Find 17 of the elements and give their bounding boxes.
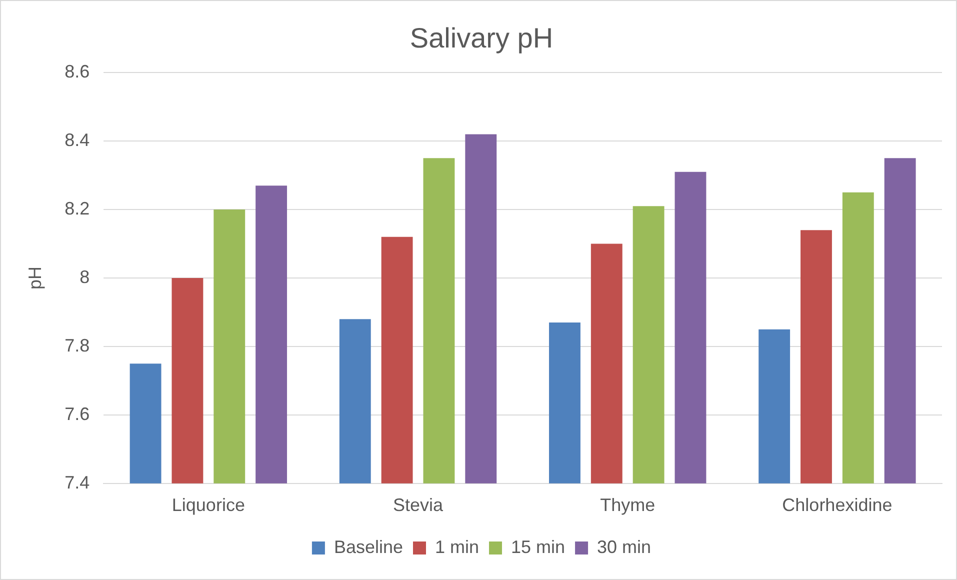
y-tick-label: 7.6 (64, 404, 90, 424)
y-tick-label: 7.4 (64, 472, 90, 492)
y-tick-label: 7.8 (64, 335, 90, 356)
x-tick-label: Liquorice (172, 495, 245, 516)
x-tick-label: Thyme (600, 495, 656, 516)
y-tick-label: 8.6 (64, 62, 90, 82)
y-axis-title: pH (24, 266, 45, 290)
legend-label: 30 min (597, 536, 652, 557)
x-tick-label: Stevia (393, 495, 444, 516)
x-tick-label: Chlorhexidine (782, 495, 892, 516)
y-tick-label: 8.2 (64, 198, 90, 218)
legend-label: 15 min (511, 536, 566, 557)
legend-label: Baseline (334, 536, 403, 557)
y-tick-label: 8 (80, 266, 90, 287)
legend-label: 1 min (434, 536, 480, 557)
chart-title: Salivary pH (410, 22, 554, 54)
y-tick-label: 8.4 (64, 130, 90, 150)
